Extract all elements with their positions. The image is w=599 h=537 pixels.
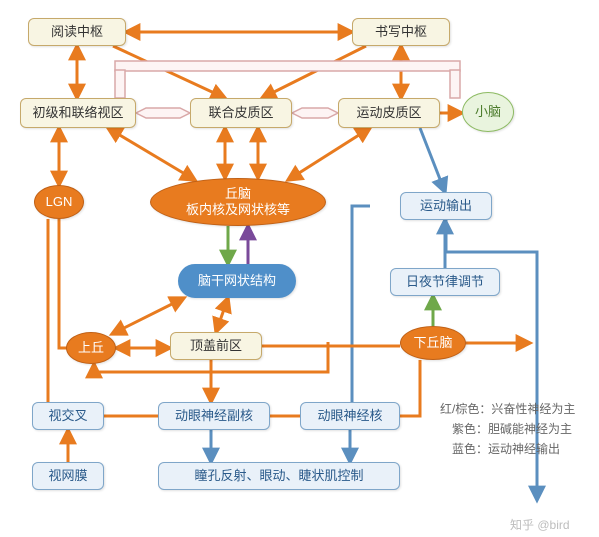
node-oculomotor: 动眼神经核	[300, 402, 400, 430]
node-pupil: 瞳孔反射、眼动、睫状肌控制	[158, 462, 400, 490]
node-cerebellum: 小脑	[462, 92, 514, 132]
node-chiasm: 视交叉	[32, 402, 104, 430]
node-retina: 视网膜	[32, 462, 104, 490]
node-ew: 动眼神经副核	[158, 402, 270, 430]
node-pretectal: 顶盖前区	[170, 332, 262, 360]
watermark: 知乎 @bird	[510, 516, 570, 533]
node-thalamus: 丘脑 板内核及网状核等	[150, 178, 326, 226]
node-supcoll: 上丘	[66, 332, 116, 364]
node-reading: 阅读中枢	[28, 18, 126, 46]
legend-line-1: 紫色：胆碱能神经为主	[452, 420, 572, 437]
node-writing: 书写中枢	[352, 18, 450, 46]
node-motor: 运动皮质区	[338, 98, 440, 128]
legend-line-0: 红/棕色：兴奋性神经为主	[440, 400, 575, 417]
node-motorout: 运动输出	[400, 192, 492, 220]
legend-line-2: 蓝色：运动神经输出	[452, 440, 560, 457]
node-reticular: 脑干网状结构	[178, 264, 296, 298]
node-assoc: 联合皮质区	[190, 98, 292, 128]
node-circadian: 日夜节律调节	[390, 268, 500, 296]
node-visual: 初级和联络视区	[20, 98, 136, 128]
node-hypothal: 下丘脑	[400, 326, 466, 360]
node-lgn: LGN	[34, 185, 84, 219]
